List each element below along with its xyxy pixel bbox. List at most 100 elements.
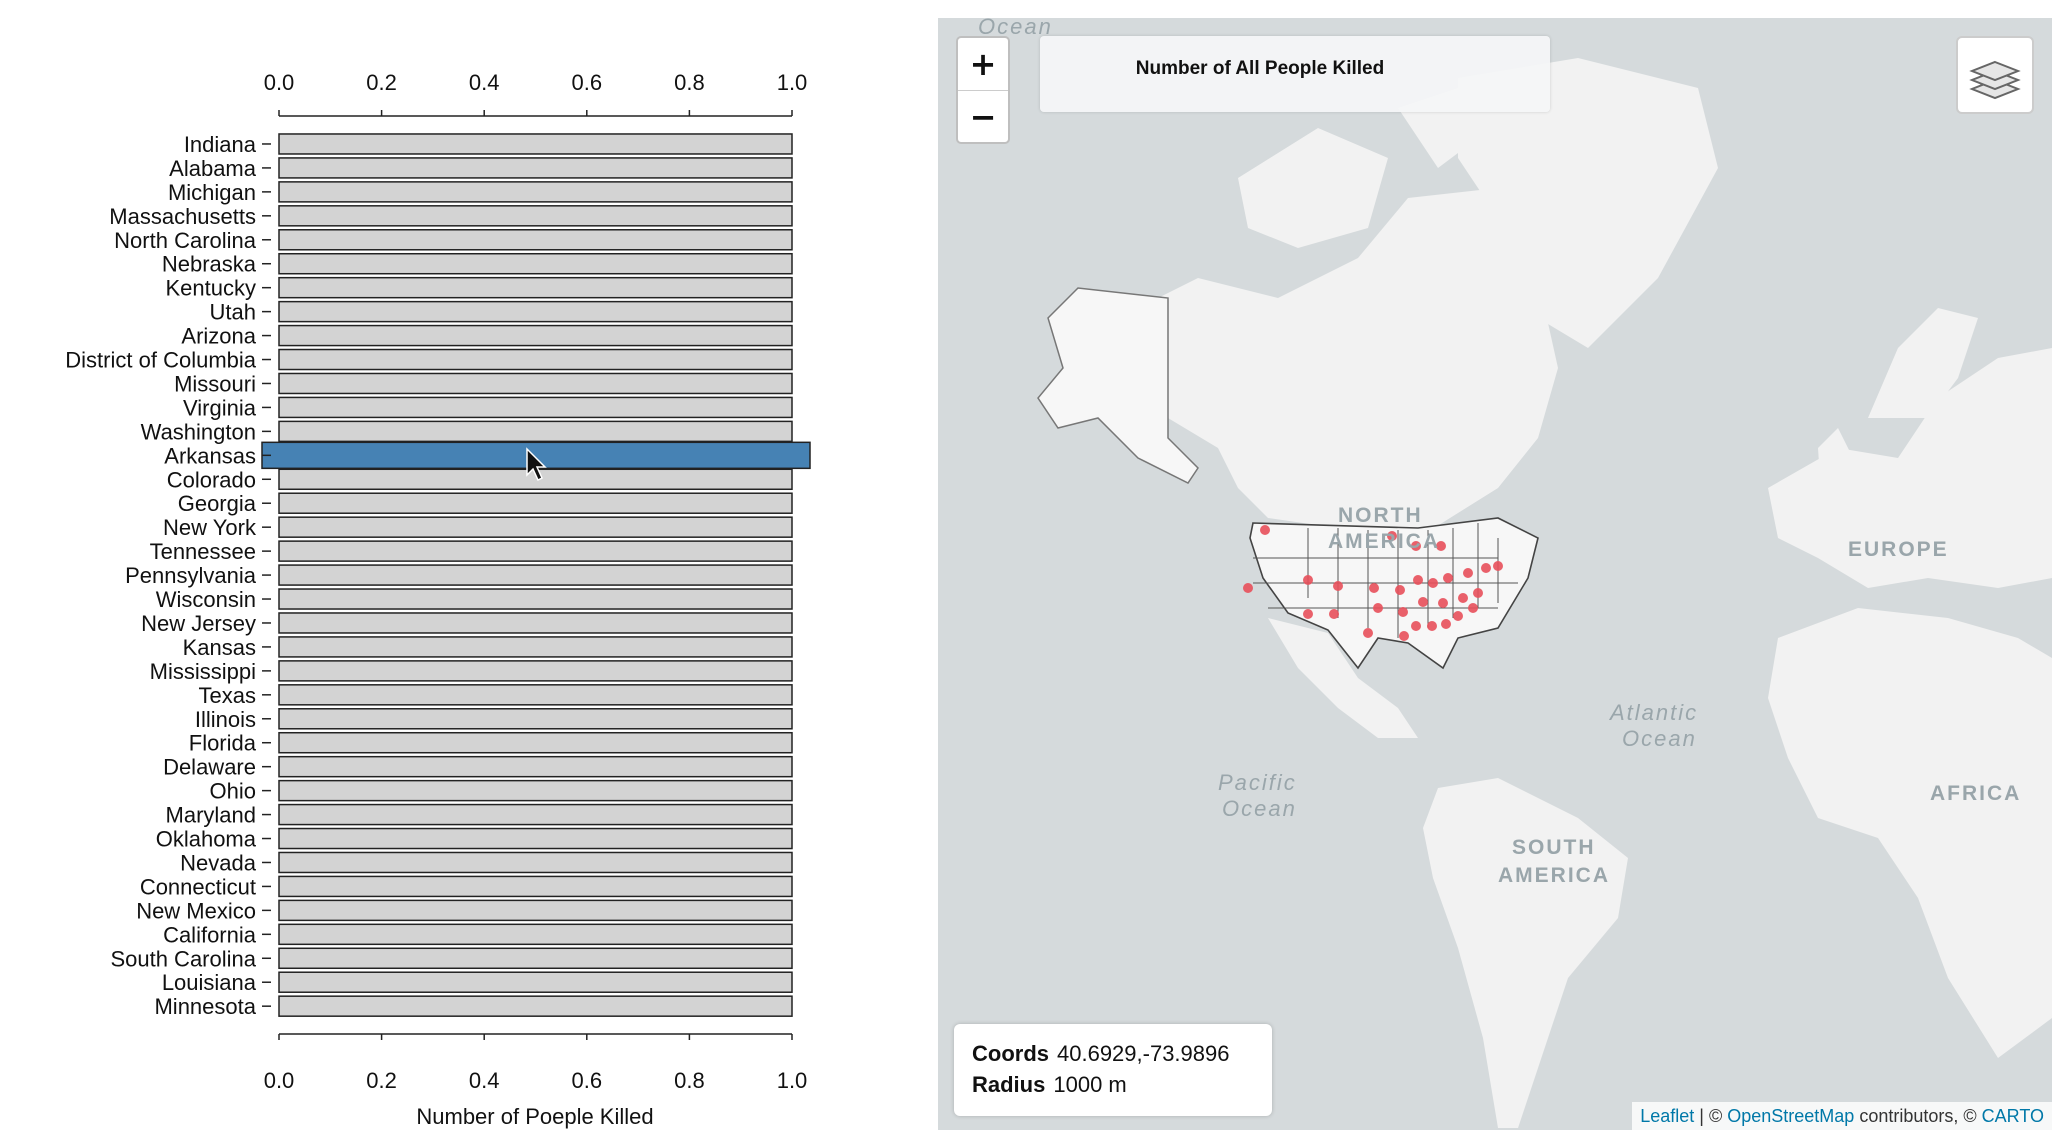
continent-label-america: AMERICA [1328,530,1440,553]
y-tick-label: New Mexico [136,898,256,923]
bar-delaware[interactable] [278,755,793,778]
map-legend: Number of All People Killed [1040,36,1550,112]
coords-label: Coords [972,1041,1049,1066]
y-tick-label: Georgia [178,491,257,516]
y-tick-label: Mississippi [150,659,256,684]
uk-land [1818,428,1853,488]
bar-indiana[interactable] [278,133,793,155]
y-tick-label: Texas [199,683,256,708]
zoom-out-button[interactable]: − [969,98,997,136]
continent-label-south: SOUTH [1512,836,1596,859]
y-tick-label: Kentucky [166,276,257,301]
bar-missouri[interactable] [278,372,793,395]
bar-washington[interactable] [278,420,793,443]
bar-south-carolina[interactable] [278,947,793,970]
y-tick-label: Delaware [163,755,256,780]
bar-virginia[interactable] [278,396,793,419]
x-tick-label-bottom: 0.0 [264,1068,295,1093]
bar-massachusetts[interactable] [278,205,793,227]
y-tick-label: North Carolina [114,228,257,253]
y-tick-label: Maryland [166,803,256,828]
y-tick-label: Massachusetts [109,204,256,229]
mexico-land [1268,618,1418,738]
bar-new-mexico[interactable] [278,899,793,922]
x-tick-label-top: 0.4 [469,70,500,95]
bar-kansas[interactable] [278,636,793,658]
bar-texas[interactable] [278,684,793,706]
arctic-islands [1238,88,1478,248]
bar-kentucky[interactable] [278,276,793,299]
bar-tennessee[interactable] [278,540,793,562]
bar-illinois[interactable] [278,708,793,730]
bar-north-carolina[interactable] [278,229,793,251]
bar-new-jersey[interactable] [278,612,793,634]
y-tick-label: Wisconsin [156,587,256,612]
usa-land [1249,517,1539,670]
map-panel[interactable]: Ocean Pacific Ocean Atlantic Ocean NORTH… [938,18,2052,1130]
ocean-label-pacific-1: Pacific [1218,770,1297,795]
map-attribution: Leaflet | © OpenStreetMap contributors, … [1632,1102,2052,1130]
continent-label-europe: EUROPE [1848,538,1949,561]
bar-connecticut[interactable] [278,875,793,898]
bar-pennsylvania[interactable] [278,564,793,586]
y-tick-label: Pennsylvania [125,563,257,588]
bar-nebraska[interactable] [278,252,793,275]
bar-maryland[interactable] [278,803,793,826]
alaska-land [1037,287,1199,484]
y-tick-label: New Jersey [141,611,256,636]
y-tick-label: District of Columbia [65,348,256,373]
canada-land [1118,188,1558,538]
bar-georgia[interactable] [278,492,793,514]
x-tick-label-bottom: 1.0 [777,1068,808,1093]
zoom-in-button[interactable]: + [958,38,1008,91]
continent-label-north: NORTH [1338,504,1423,527]
y-tick-label: Indiana [184,132,257,157]
y-tick-label: South Carolina [110,946,256,971]
leaflet-link[interactable]: Leaflet [1640,1106,1695,1126]
y-tick-label: Arkansas [164,443,256,468]
y-tick-label: Utah [210,300,256,325]
bar-oklahoma[interactable] [278,827,793,850]
y-tick-label: California [163,922,257,947]
y-tick-label: Michigan [168,180,256,205]
bar-wisconsin[interactable] [278,588,793,610]
y-tick-label: Nevada [180,850,257,875]
bar-mississippi[interactable] [278,660,793,682]
y-tick-label: Illinois [195,707,256,732]
ocean-label-top: Ocean [978,18,1053,39]
bar-utah[interactable] [278,300,793,323]
ocean-label-pacific-2: Ocean [1222,796,1297,821]
y-tick-label: Oklahoma [156,827,257,852]
bar-district-of-columbia[interactable] [278,348,793,371]
bar-new-york[interactable] [278,516,793,538]
bar-california[interactable] [278,923,793,946]
map-tiles[interactable]: Ocean Pacific Ocean Atlantic Ocean NORTH… [938,18,2052,1130]
y-tick-label: New York [163,515,257,540]
y-tick-label: Missouri [174,371,256,396]
scandinavia-land [1868,308,1978,418]
bar-florida[interactable] [278,731,793,754]
osm-link[interactable]: OpenStreetMap [1727,1106,1855,1126]
coords-row: Coords 40.6929,-73.9896 [972,1038,1254,1069]
bar-arizona[interactable] [278,324,793,347]
bar-michigan[interactable] [278,181,793,203]
layers-icon [1969,60,2021,100]
carto-link[interactable]: CARTO [1981,1106,2044,1126]
y-tick-label: Connecticut [140,874,256,899]
bar-nevada[interactable] [278,851,793,874]
x-tick-label-bottom: 0.6 [572,1068,603,1093]
europe-land [1768,348,2052,588]
bar-louisiana[interactable] [278,971,793,993]
bar-alabama[interactable] [278,157,793,179]
y-tick-label: Louisiana [162,970,257,995]
y-tick-label: Arizona [181,324,256,349]
layers-button[interactable] [1956,36,2034,114]
y-tick-label: Alabama [169,156,257,181]
x-tick-label-bottom: 0.8 [674,1068,705,1093]
continent-label-south-america: AMERICA [1498,864,1610,887]
state-markers [1243,525,1503,641]
x-tick-label-top: 0.6 [572,70,603,95]
bar-ohio[interactable] [278,779,793,802]
y-tick-label: Washington [141,419,256,444]
bar-minnesota[interactable] [278,995,793,1017]
